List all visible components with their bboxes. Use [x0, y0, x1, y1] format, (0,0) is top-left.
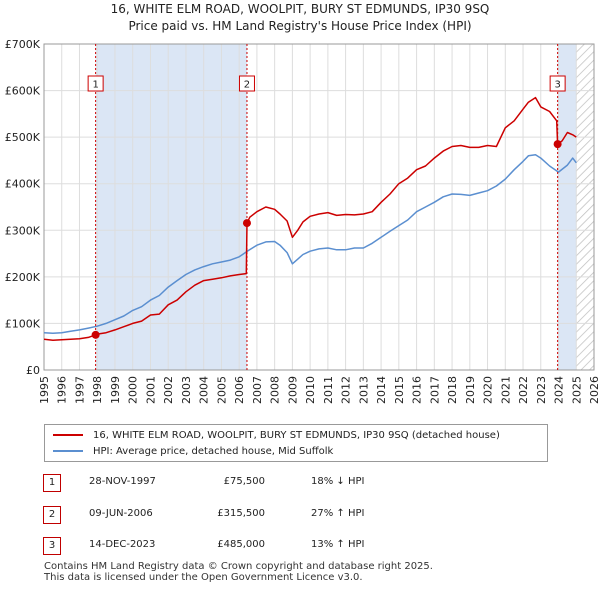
sale-marker-box — [238, 75, 255, 92]
x-tick-label: 2020 — [482, 376, 495, 404]
y-tick-label: £500K — [5, 131, 41, 144]
sale-marker-label: 2 — [244, 80, 250, 91]
x-tick-label: 2021 — [499, 376, 512, 404]
x-tick-label: 2023 — [535, 376, 548, 404]
transaction-date: 09-JUN-2006 — [89, 508, 153, 519]
x-tick-label: 2025 — [570, 376, 583, 404]
chart-subtitle: Price paid vs. HM Land Registry's House … — [128, 19, 472, 33]
x-tick-label: 2018 — [446, 376, 459, 404]
x-tick-label: 2010 — [304, 376, 317, 404]
y-tick-label: £700K — [5, 38, 41, 51]
x-tick-label: 2007 — [251, 376, 264, 404]
x-tick-label: 2005 — [215, 376, 228, 404]
legend-swatch-property — [53, 434, 83, 436]
x-tick-label: 2000 — [127, 376, 140, 404]
x-tick-label: 1996 — [56, 376, 69, 404]
legend-item-property: 16, WHITE ELM ROAD, WOOLPIT, BURY ST EDM… — [53, 428, 500, 442]
transaction-row: 3 14-DEC-2023 £485,000 13% ↑ HPI — [43, 537, 563, 555]
legend-label-property: 16, WHITE ELM ROAD, WOOLPIT, BURY ST EDM… — [93, 429, 500, 441]
chart-title: 16, WHITE ELM ROAD, WOOLPIT, BURY ST EDM… — [110, 2, 490, 16]
legend-swatch-hpi — [53, 450, 83, 452]
y-tick-label: £0 — [26, 364, 40, 377]
transaction-price: £315,500 — [217, 508, 265, 519]
footer-licence: This data is licensed under the Open Gov… — [44, 572, 363, 583]
y-tick-label: £600K — [5, 85, 41, 98]
shaded-band — [557, 44, 577, 370]
x-tick-label: 2003 — [180, 376, 193, 404]
x-tick-label: 2012 — [340, 376, 353, 404]
x-tick-label: 2022 — [517, 376, 530, 404]
transaction-row: 2 09-JUN-2006 £315,500 27% ↑ HPI — [43, 506, 563, 524]
x-tick-label: 2016 — [411, 376, 424, 404]
sale-marker-label: 1 — [92, 80, 98, 91]
y-tick-label: £400K — [5, 178, 41, 191]
x-tick-label: 1998 — [91, 376, 104, 404]
forecast-hatch — [576, 44, 594, 370]
x-tick-label: 2024 — [553, 376, 566, 404]
transaction-number: 2 — [43, 506, 61, 524]
shaded-band — [95, 44, 247, 370]
transaction-hpi-diff: 27% ↑ HPI — [311, 508, 365, 519]
price-chart: 1 2 3 £0 £100K £200K £300K £400K £500K £600K £700… — [5, 38, 600, 404]
sale-marker-box — [87, 75, 104, 92]
x-tick-label: 2013 — [357, 376, 370, 404]
sale-point — [242, 219, 251, 228]
x-tick-label: 2006 — [233, 376, 246, 404]
series-line-property — [44, 96, 577, 341]
transaction-hpi-diff: 13% ↑ HPI — [311, 539, 365, 550]
transaction-number: 3 — [43, 537, 61, 555]
x-tick-label: 1999 — [109, 376, 122, 404]
y-tick-label: £300K — [5, 224, 41, 237]
x-tick-label: 2009 — [286, 376, 299, 404]
sale-point — [553, 140, 562, 149]
x-tick-label: 2015 — [393, 376, 406, 404]
x-tick-label: 2026 — [588, 376, 600, 404]
y-tick-label: £100K — [5, 317, 41, 330]
x-tick-label: 2019 — [464, 376, 477, 404]
series-line-hpi — [44, 154, 577, 334]
x-tick-label: 2008 — [269, 376, 282, 404]
legend: 16, WHITE ELM ROAD, WOOLPIT, BURY ST EDM… — [44, 424, 548, 462]
footer-copyright: Contains HM Land Registry data © Crown c… — [44, 561, 433, 572]
transaction-price: £75,500 — [223, 476, 265, 487]
sale-marker-label: 3 — [554, 80, 560, 91]
transaction-number: 1 — [43, 474, 61, 492]
plot-frame — [43, 43, 595, 371]
sale-marker-box — [549, 75, 566, 92]
transaction-date: 28-NOV-1997 — [89, 476, 156, 487]
transaction-price: £485,000 — [217, 539, 265, 550]
x-tick-label: 2001 — [144, 376, 157, 404]
x-tick-label: 2004 — [198, 376, 211, 404]
legend-item-hpi: HPI: Average price, detached house, Mid … — [53, 444, 333, 458]
x-tick-label: 2002 — [162, 376, 175, 404]
transaction-hpi-diff: 18% ↓ HPI — [311, 476, 365, 487]
x-tick-label: 2017 — [428, 376, 441, 404]
x-tick-label: 1997 — [73, 376, 86, 404]
transaction-date: 14-DEC-2023 — [89, 539, 156, 550]
transaction-row: 1 28-NOV-1997 £75,500 18% ↓ HPI — [43, 474, 563, 492]
y-tick-label: £200K — [5, 271, 41, 284]
sale-point — [91, 330, 100, 339]
x-tick-label: 2011 — [322, 376, 335, 404]
x-tick-label: 2014 — [375, 376, 388, 404]
legend-label-hpi: HPI: Average price, detached house, Mid … — [93, 445, 334, 457]
x-tick-label: 1995 — [38, 376, 51, 404]
